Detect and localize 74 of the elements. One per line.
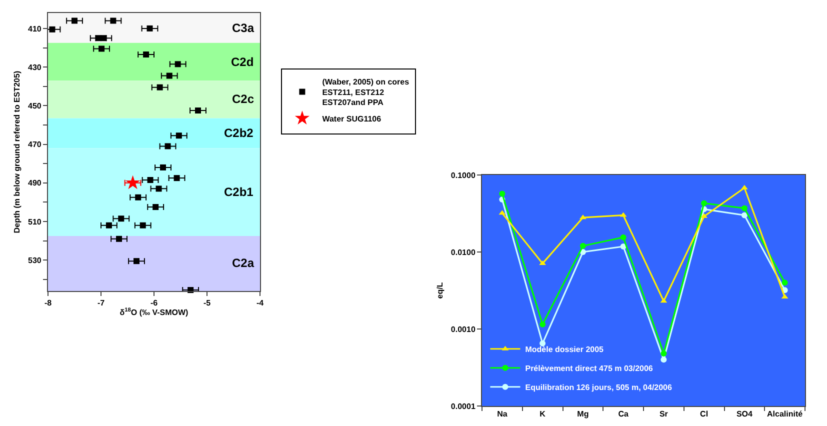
point [741, 212, 748, 218]
point [194, 107, 201, 114]
band-label: C3a [232, 21, 254, 35]
point [660, 356, 667, 363]
point [156, 186, 162, 192]
point [152, 204, 159, 210]
point [98, 46, 105, 52]
point [160, 164, 166, 170]
band-label: C2a [232, 256, 254, 270]
point [166, 72, 172, 79]
point [106, 222, 112, 228]
point [499, 190, 506, 197]
band-label: C2b1 [224, 185, 254, 199]
point [174, 175, 180, 182]
point [140, 222, 146, 228]
legend-label: Modèle dossier 2005 [525, 345, 604, 354]
y-tick-label: 0.0001 [450, 402, 476, 411]
point [110, 18, 116, 24]
y-tick-label: 510 [28, 217, 42, 226]
x-tick-label: K [540, 410, 546, 419]
point [118, 216, 124, 222]
x-tick-label: Alcalinité [767, 410, 804, 419]
y-tick-label: 470 [28, 140, 42, 150]
y-tick-label: 530 [28, 256, 42, 265]
point [701, 200, 708, 206]
point [741, 205, 748, 212]
point [116, 236, 122, 242]
point [660, 350, 667, 357]
y-tick-label: 0.1000 [450, 170, 476, 180]
legend-label: (Waber, 2005) on cores EST211, EST212 EST207and PPA [322, 77, 410, 108]
point [580, 242, 586, 249]
x-tick-label: -8 [44, 298, 52, 308]
point [72, 18, 78, 24]
x-tick-label: SO4 [736, 410, 753, 419]
point [135, 194, 142, 200]
point [49, 26, 56, 32]
point [147, 176, 154, 183]
legend-label: Equilibration 126 jours, 505 m, 04/2006 [525, 383, 673, 392]
point [156, 84, 163, 90]
y-tick-label: 410 [28, 24, 42, 34]
band-label: C2c [232, 92, 254, 106]
point [620, 234, 626, 240]
point [100, 35, 107, 42]
band-label: C2b2 [224, 126, 254, 140]
x-tick-label: Mg [577, 410, 589, 419]
x-tick-label: Cl [700, 410, 708, 419]
y-tick-label: 490 [28, 178, 42, 188]
x-tick-label: -7 [97, 298, 106, 308]
point [540, 321, 546, 328]
x-tick-label: Ca [618, 410, 629, 419]
y-tick-label: 0.0010 [450, 324, 476, 334]
point [134, 258, 140, 264]
x-tick-label: Na [497, 410, 508, 419]
point [782, 280, 788, 286]
y-tick-label: 450 [28, 101, 42, 110]
x-tick-label: -5 [203, 298, 212, 308]
legend-label: Prélèvement direct 475 m 03/2006 [525, 364, 654, 373]
x-tick-label: Sr [659, 410, 668, 419]
legend-label: Water SUG1106 [322, 114, 382, 124]
x-tick-label: -6 [150, 298, 158, 308]
point [125, 175, 140, 190]
point [143, 52, 150, 58]
point [540, 340, 546, 346]
point [164, 143, 171, 150]
y-axis-title: eq/L [436, 282, 445, 299]
x-tick-label: -4 [256, 298, 264, 308]
point [176, 132, 182, 139]
band-label: C2d [231, 55, 254, 69]
point [146, 25, 153, 32]
y-tick-label: 430 [28, 62, 42, 72]
point [174, 61, 181, 68]
y-tick-label: 0.0100 [450, 248, 476, 257]
y-axis-title: Depth (m below ground refered to EST205) [12, 70, 22, 234]
x-axis-title: δ$^{18}$O (‰ V-SMOW) [120, 308, 189, 317]
